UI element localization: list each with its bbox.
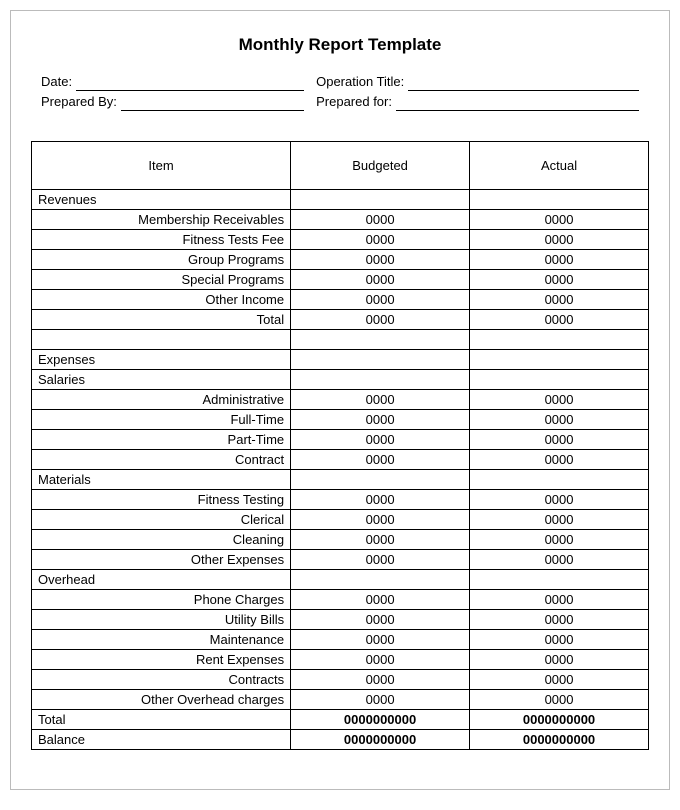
line-label: Rent Expenses <box>32 650 291 670</box>
row-full-time: Full-Time00000000 <box>32 410 649 430</box>
row-group-programs: Group Programs00000000 <box>32 250 649 270</box>
row-part-time: Part-Time00000000 <box>32 430 649 450</box>
line-label: Administrative <box>32 390 291 410</box>
budgeted-balance: 0000000000 <box>291 730 470 750</box>
row-contracts: Contracts00000000 <box>32 670 649 690</box>
row-contract: Contract00000000 <box>32 450 649 470</box>
page-title: Monthly Report Template <box>31 35 649 55</box>
line-label: Other Income <box>32 290 291 310</box>
section-revenues: Revenues <box>32 190 649 210</box>
section-materials: Materials <box>32 470 649 490</box>
line-label: Part-Time <box>32 430 291 450</box>
actual-balance: 0000000000 <box>470 730 649 750</box>
row-balance: Balance00000000000000000000 <box>32 730 649 750</box>
row-cleaning: Cleaning00000000 <box>32 530 649 550</box>
row-rent-expenses: Rent Expenses00000000 <box>32 650 649 670</box>
row-revenues-total: Total00000000 <box>32 310 649 330</box>
col-actual-header: Actual <box>470 142 649 190</box>
section-salaries: Salaries <box>32 370 649 390</box>
budgeted-total: 0000000000 <box>291 710 470 730</box>
row-clerical: Clerical00000000 <box>32 510 649 530</box>
line-label: Special Programs <box>32 270 291 290</box>
row-membership-receivables: Membership Receivables00000000 <box>32 210 649 230</box>
line-label: Total <box>32 710 291 730</box>
row-fitness-testing: Fitness Testing00000000 <box>32 490 649 510</box>
page: Monthly Report Template Date: Operation … <box>10 10 670 790</box>
line-label: Cleaning <box>32 530 291 550</box>
date-line <box>76 79 304 91</box>
section-label: Materials <box>32 470 291 490</box>
spacer-row <box>32 330 649 350</box>
actual-total: 0000000000 <box>470 710 649 730</box>
budgeted-cell: 0000 <box>291 210 470 230</box>
row-other-expenses: Other Expenses00000000 <box>32 550 649 570</box>
prepared-for-line <box>396 99 639 111</box>
section-expenses: Expenses <box>32 350 649 370</box>
actual-cell: 0000 <box>470 210 649 230</box>
row-special-programs: Special Programs00000000 <box>32 270 649 290</box>
line-label: Total <box>32 310 291 330</box>
line-label: Contract <box>32 450 291 470</box>
form-row-2: Prepared By: Prepared for: <box>41 93 639 111</box>
table-header-row: Item Budgeted Actual <box>32 142 649 190</box>
row-administrative: Administrative00000000 <box>32 390 649 410</box>
row-utility-bills: Utility Bills00000000 <box>32 610 649 630</box>
prepared-by-label: Prepared By: <box>41 93 117 111</box>
line-label: Balance <box>32 730 291 750</box>
line-label: Other Overhead charges <box>32 690 291 710</box>
line-label: Fitness Tests Fee <box>32 230 291 250</box>
row-fitness-tests-fee: Fitness Tests Fee00000000 <box>32 230 649 250</box>
line-label: Maintenance <box>32 630 291 650</box>
operation-title-field[interactable]: Operation Title: <box>304 73 639 91</box>
line-label: Clerical <box>32 510 291 530</box>
line-label: Utility Bills <box>32 610 291 630</box>
row-other-overhead: Other Overhead charges00000000 <box>32 690 649 710</box>
prepared-for-label: Prepared for: <box>316 93 392 111</box>
line-label: Full-Time <box>32 410 291 430</box>
date-label: Date: <box>41 73 72 91</box>
row-grand-total: Total00000000000000000000 <box>32 710 649 730</box>
col-budgeted-header: Budgeted <box>291 142 470 190</box>
prepared-by-line <box>121 99 304 111</box>
prepared-by-field[interactable]: Prepared By: <box>41 93 304 111</box>
form-row-1: Date: Operation Title: <box>41 73 639 91</box>
section-overhead: Overhead <box>32 570 649 590</box>
report-table: Item Budgeted Actual Revenues Membership… <box>31 141 649 750</box>
line-label: Phone Charges <box>32 590 291 610</box>
prepared-for-field[interactable]: Prepared for: <box>304 93 639 111</box>
operation-title-label: Operation Title: <box>316 73 404 91</box>
operation-title-line <box>408 79 639 91</box>
col-item-header: Item <box>32 142 291 190</box>
line-label: Group Programs <box>32 250 291 270</box>
section-label: Revenues <box>32 190 291 210</box>
row-maintenance: Maintenance00000000 <box>32 630 649 650</box>
date-field[interactable]: Date: <box>41 73 304 91</box>
line-label: Contracts <box>32 670 291 690</box>
line-label: Other Expenses <box>32 550 291 570</box>
row-phone-charges: Phone Charges00000000 <box>32 590 649 610</box>
section-label: Salaries <box>32 370 291 390</box>
line-label: Fitness Testing <box>32 490 291 510</box>
section-label: Expenses <box>32 350 291 370</box>
form-header: Date: Operation Title: Prepared By: Prep… <box>41 73 639 111</box>
line-label: Membership Receivables <box>32 210 291 230</box>
row-other-income: Other Income00000000 <box>32 290 649 310</box>
section-label: Overhead <box>32 570 291 590</box>
